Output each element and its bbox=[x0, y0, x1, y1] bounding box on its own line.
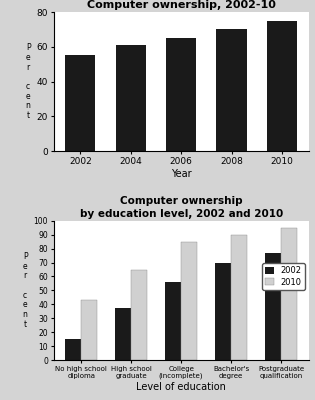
Bar bbox=[216, 29, 247, 151]
Bar bbox=[231, 235, 247, 360]
Bar bbox=[166, 38, 196, 151]
Bar bbox=[215, 262, 231, 360]
Y-axis label: P
e
r

c
e
n
t: P e r c e n t bbox=[23, 252, 28, 329]
X-axis label: Level of education: Level of education bbox=[136, 382, 226, 392]
Bar bbox=[165, 282, 181, 360]
X-axis label: Year: Year bbox=[171, 168, 192, 178]
Bar bbox=[281, 228, 297, 360]
Y-axis label: P
e
r

c
e
n
t: P e r c e n t bbox=[26, 43, 31, 120]
Bar bbox=[267, 21, 297, 151]
Bar bbox=[181, 242, 197, 360]
Bar bbox=[65, 339, 81, 360]
Bar bbox=[81, 300, 97, 360]
Legend: 2002, 2010: 2002, 2010 bbox=[262, 263, 305, 290]
Bar bbox=[115, 308, 131, 360]
Bar bbox=[131, 270, 147, 360]
Title: Computer ownership
by education level, 2002 and 2010: Computer ownership by education level, 2… bbox=[79, 196, 283, 219]
Title: Computer ownership, 2002-10: Computer ownership, 2002-10 bbox=[87, 0, 276, 10]
Bar bbox=[116, 45, 146, 151]
Bar bbox=[265, 253, 281, 360]
Bar bbox=[65, 56, 95, 151]
